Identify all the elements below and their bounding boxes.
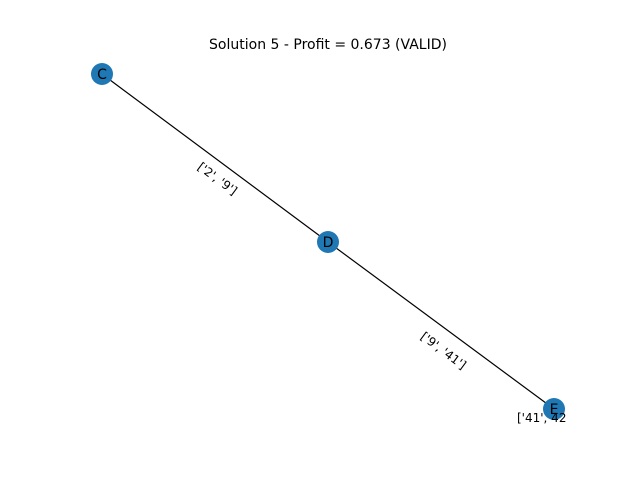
edge-label-d-e: ['9', '41'] bbox=[418, 329, 469, 372]
node-e-label: E bbox=[550, 402, 559, 418]
partial-edge-label: ['41', 42 bbox=[517, 411, 566, 425]
edge-d-e bbox=[327, 241, 555, 410]
node-d: D bbox=[317, 231, 339, 253]
edge-c-d bbox=[101, 73, 329, 243]
node-e: E bbox=[543, 398, 565, 420]
node-d-label: D bbox=[323, 235, 334, 251]
node-c-label: C bbox=[97, 67, 107, 83]
node-d-circle bbox=[317, 231, 339, 253]
figure-title: Solution 5 - Profit = 0.673 (VALID) bbox=[209, 37, 447, 53]
edge-label-c-d: ['2', '9'] bbox=[195, 160, 240, 198]
node-c: C bbox=[91, 63, 113, 85]
node-c-circle bbox=[91, 63, 113, 85]
node-e-circle bbox=[543, 398, 565, 420]
